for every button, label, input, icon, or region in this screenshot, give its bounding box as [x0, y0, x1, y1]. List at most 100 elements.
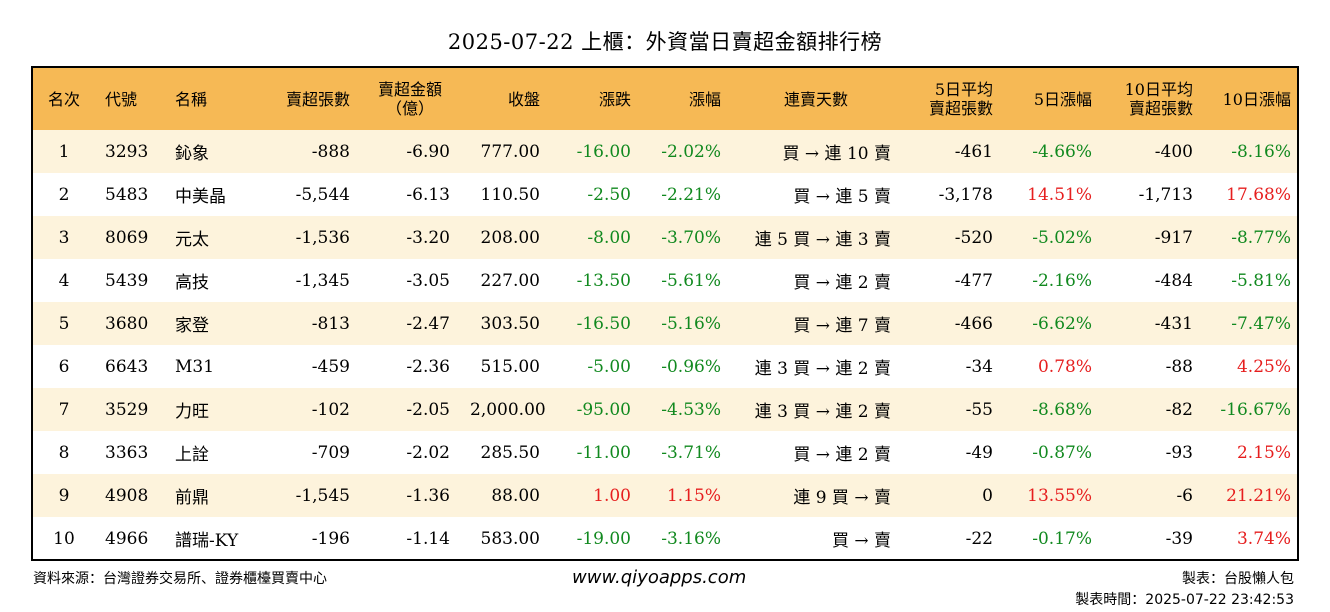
- cell-avg5: -34: [965, 356, 993, 377]
- cell-change-pct: -3.71%: [661, 442, 721, 463]
- table-timestamp: 製表時間：2025-07-22 23:42:53: [1075, 592, 1294, 608]
- cell-sell-amount: -3.20: [406, 227, 450, 248]
- cell-pct10: 3.74%: [1236, 528, 1291, 549]
- ranking-table: 名次 代號 名稱 賣超張數 賣超金額 （億） 收盤 漲跌 漲幅 連賣天數 5日平…: [33, 68, 1297, 559]
- cell-streak: 連 3 買 → 連 2 賣: [754, 359, 891, 379]
- cell-sell-shares: -1,545: [295, 485, 350, 506]
- cell-streak: 買 → 連 5 賣: [793, 187, 891, 207]
- cell-sell-shares: -196: [311, 528, 350, 549]
- header-close: 收盤: [507, 89, 540, 109]
- cell-rank: 2: [58, 184, 70, 205]
- page-title: 2025-07-22 上櫃：外資當日賣超金額排行榜: [447, 30, 883, 54]
- table-row: 5 3680 家登 -813 -2.47 303.50 -16.50 -5.16% 買 → 連 …: [33, 302, 1297, 345]
- cell-close: 227.00: [480, 270, 540, 291]
- cell-change-pct: -2.02%: [661, 141, 721, 162]
- cell-change: -19.00: [576, 528, 631, 549]
- table-maker: 製表：台股懶人包: [1182, 571, 1294, 587]
- cell-name: 家登: [175, 316, 209, 336]
- cell-code: 3529: [105, 399, 149, 420]
- header-change-pct: 漲幅: [688, 89, 721, 109]
- cell-pct5: -4.66%: [1032, 141, 1092, 162]
- website-link[interactable]: www.qiyoapps.com: [572, 567, 747, 588]
- cell-avg10: -88: [1165, 356, 1193, 377]
- cell-change-pct: -5.61%: [661, 270, 721, 291]
- cell-sell-amount: -2.36: [406, 356, 450, 377]
- cell-streak: 連 5 買 → 連 3 賣: [754, 230, 891, 250]
- cell-code: 4966: [105, 528, 149, 549]
- cell-code: 6643: [105, 356, 149, 377]
- cell-code: 5483: [105, 184, 149, 205]
- cell-name: 譜瑞-KY: [175, 531, 239, 551]
- cell-streak: 買 → 連 7 賣: [793, 316, 891, 336]
- cell-close: 515.00: [480, 356, 540, 377]
- cell-rank: 3: [58, 227, 70, 248]
- table-row: 3 8069 元太 -1,536 -3.20 208.00 -8.00 -3.70% 連 5 買…: [33, 216, 1297, 259]
- cell-sell-amount: -1.14: [406, 528, 450, 549]
- cell-rank: 6: [58, 356, 70, 377]
- cell-sell-shares: -1,345: [295, 270, 350, 291]
- cell-pct10: 4.25%: [1236, 356, 1291, 377]
- cell-avg5: -55: [965, 399, 993, 420]
- cell-avg5: -520: [954, 227, 993, 248]
- cell-rank: 8: [58, 442, 70, 463]
- cell-sell-amount: -2.47: [406, 313, 450, 334]
- header-change: 漲跌: [598, 89, 631, 109]
- cell-sell-shares: -888: [311, 141, 350, 162]
- cell-pct5: 0.78%: [1037, 356, 1092, 377]
- cell-name: 中美晶: [175, 187, 226, 207]
- cell-rank: 10: [53, 528, 75, 549]
- header-sell-shares: 賣超張數: [285, 89, 350, 109]
- cell-name: M31: [175, 356, 215, 377]
- cell-sell-amount: -3.05: [406, 270, 450, 291]
- cell-name: 前鼎: [175, 488, 209, 508]
- cell-name: 力旺: [175, 402, 209, 422]
- ranking-table-container: 名次 代號 名稱 賣超張數 賣超金額 （億） 收盤 漲跌 漲幅 連賣天數 5日平…: [31, 66, 1299, 561]
- table-body: 1 3293 鈊象 -888 -6.90 777.00 -16.00 -2.02% 買 → 連 …: [33, 130, 1297, 559]
- header-rank: 名次: [47, 89, 80, 109]
- cell-sell-amount: -6.13: [406, 184, 450, 205]
- cell-pct10: 21.21%: [1226, 485, 1291, 506]
- cell-change: -16.00: [576, 141, 631, 162]
- table-header-row: 名次 代號 名稱 賣超張數 賣超金額 （億） 收盤 漲跌 漲幅 連賣天數 5日平…: [33, 68, 1297, 130]
- cell-rank: 4: [58, 270, 70, 291]
- cell-streak: 買 → 賣: [831, 531, 891, 551]
- cell-pct5: 13.55%: [1027, 485, 1092, 506]
- header-sell-amount: 賣超金額 （億）: [377, 80, 442, 118]
- cell-avg5: -3,178: [938, 184, 993, 205]
- table-row: 9 4908 前鼎 -1,545 -1.36 88.00 1.00 1.15% 連 9 買 → …: [33, 474, 1297, 517]
- table-row: 10 4966 譜瑞-KY -196 -1.14 583.00 -19.00 -3.16% 買 …: [33, 517, 1297, 559]
- cell-streak: 買 → 連 2 賣: [793, 273, 891, 293]
- cell-avg10: -484: [1154, 270, 1193, 291]
- cell-name: 上詮: [175, 445, 209, 465]
- cell-sell-amount: -1.36: [406, 485, 450, 506]
- cell-pct10: -8.77%: [1231, 227, 1291, 248]
- cell-change-pct: -0.96%: [661, 356, 721, 377]
- cell-avg5: -477: [954, 270, 993, 291]
- cell-sell-shares: -459: [311, 356, 350, 377]
- cell-sell-shares: -102: [311, 399, 350, 420]
- cell-avg10: -39: [1165, 528, 1193, 549]
- cell-sell-amount: -6.90: [406, 141, 450, 162]
- data-source: 資料來源：台灣證券交易所、證券櫃檯買賣中心: [33, 571, 327, 587]
- cell-change-pct: -5.16%: [661, 313, 721, 334]
- cell-sell-amount: -2.02: [406, 442, 450, 463]
- cell-pct5: -8.68%: [1032, 399, 1092, 420]
- cell-close: 285.50: [480, 442, 540, 463]
- cell-avg5: -49: [965, 442, 993, 463]
- cell-rank: 1: [58, 141, 70, 162]
- cell-close: 2,000.00: [470, 399, 546, 420]
- table-row: 8 3363 上詮 -709 -2.02 285.50 -11.00 -3.71% 買 → 連 …: [33, 431, 1297, 474]
- cell-streak: 連 9 買 → 賣: [793, 488, 891, 508]
- cell-name: 元太: [175, 230, 209, 250]
- header-avg5: 5日平均 賣超張數: [928, 80, 993, 118]
- cell-close: 110.50: [480, 184, 540, 205]
- cell-close: 88.00: [491, 485, 540, 506]
- cell-code: 5439: [105, 270, 149, 291]
- header-streak: 連賣天數: [783, 89, 848, 109]
- table-row: 4 5439 高技 -1,345 -3.05 227.00 -13.50 -5.61% 買 → …: [33, 259, 1297, 302]
- cell-avg5: -22: [965, 528, 993, 549]
- cell-pct10: 2.15%: [1236, 442, 1291, 463]
- cell-pct10: -5.81%: [1231, 270, 1291, 291]
- cell-pct5: -6.62%: [1032, 313, 1092, 334]
- cell-sell-shares: -813: [311, 313, 350, 334]
